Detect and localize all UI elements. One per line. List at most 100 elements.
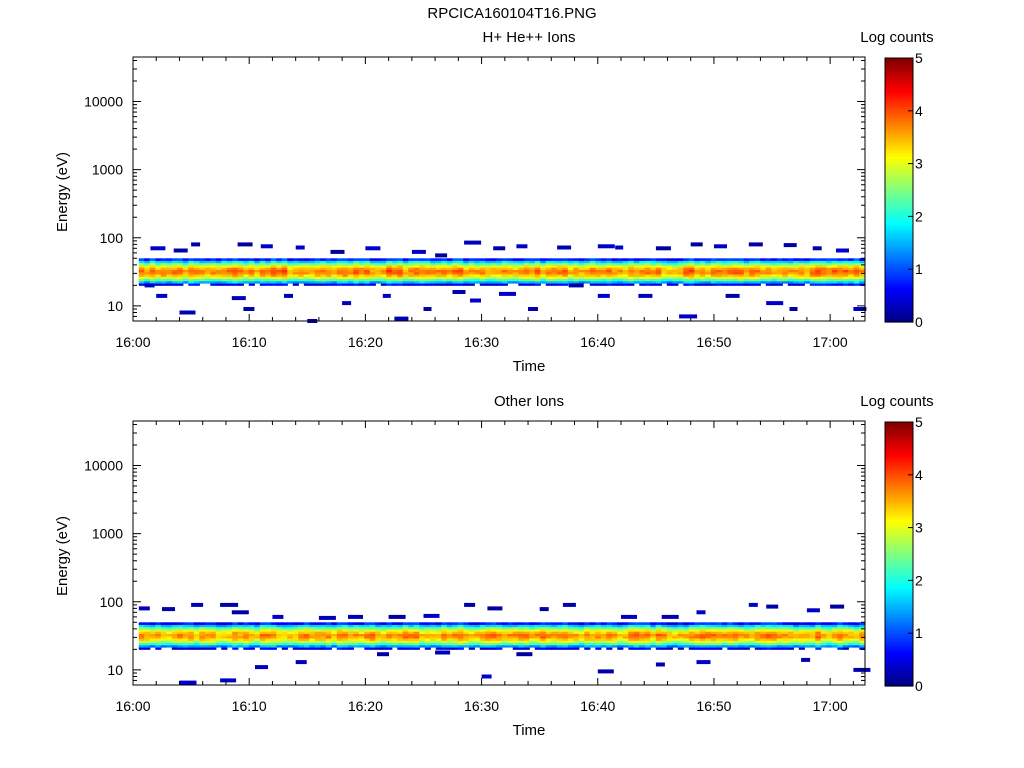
band-cell: [573, 267, 580, 270]
band-cell: [166, 633, 173, 637]
band-cell: [540, 644, 547, 648]
band-cell: [182, 642, 189, 646]
colorbar-segment: [885, 311, 913, 315]
band-cell: [463, 622, 470, 625]
colorbar-segment: [885, 443, 913, 447]
band-cell: [358, 635, 365, 639]
band-cell: [694, 258, 701, 261]
band-cell: [595, 276, 602, 279]
band-cell: [677, 640, 684, 643]
band-cell: [226, 267, 233, 270]
band-cell: [677, 274, 684, 277]
band-cell: [226, 283, 233, 286]
band-cell: [375, 258, 382, 261]
band-cell: [809, 271, 816, 275]
band-cell: [655, 622, 662, 625]
band-cell: [435, 258, 442, 261]
band-cell: [457, 258, 464, 261]
band-cell: [859, 267, 866, 270]
band-cell: [177, 624, 184, 628]
band-cell: [325, 276, 332, 279]
band-cell: [716, 640, 723, 643]
band-cell: [270, 260, 277, 264]
band-cell: [226, 631, 233, 634]
band-cell: [314, 271, 321, 275]
band-cell: [325, 265, 332, 268]
colorbar-segment: [885, 277, 913, 281]
colorbar-segment: [885, 456, 913, 460]
band-cell: [232, 267, 239, 270]
band-cell: [292, 276, 299, 279]
band-cell: [562, 276, 569, 279]
band-cell: [204, 622, 211, 625]
band-cell: [639, 644, 646, 648]
band-cell: [226, 271, 233, 275]
band-cell: [798, 624, 805, 628]
band-cell: [204, 260, 211, 264]
band-cell: [820, 260, 827, 264]
band-cell: [386, 635, 393, 639]
band-cell: [562, 283, 569, 286]
band-cell: [683, 640, 690, 643]
band-cell: [369, 271, 376, 275]
band-cell: [732, 622, 739, 625]
band-cell: [144, 631, 151, 634]
band-cell: [831, 276, 838, 279]
colorbar-segment: [885, 440, 913, 444]
band-cell: [474, 631, 481, 634]
band-cell: [210, 265, 217, 268]
band-cell: [452, 622, 459, 625]
band-cell: [578, 265, 585, 268]
band-cell: [754, 633, 761, 637]
band-cell: [496, 644, 503, 648]
band-cell: [859, 283, 866, 286]
band-cell: [831, 280, 838, 284]
band-cell: [633, 635, 640, 639]
band-cell: [633, 274, 640, 277]
band-cell: [859, 626, 866, 630]
band-cell: [699, 631, 706, 634]
band-cell: [171, 624, 178, 628]
band-cell: [298, 622, 305, 625]
band-cell: [611, 626, 618, 630]
band-cell: [391, 638, 398, 641]
band-cell: [820, 644, 827, 648]
band-cell: [226, 260, 233, 264]
band-cell: [765, 629, 772, 632]
band-cell: [732, 267, 739, 270]
band-cell: [529, 283, 536, 286]
band-cell: [848, 633, 855, 637]
band-cell: [749, 633, 756, 637]
band-cell: [177, 267, 184, 270]
band-cell: [710, 635, 717, 639]
band-cell: [336, 624, 343, 628]
band-cell: [771, 265, 778, 268]
count-pixel: [231, 610, 249, 615]
band-cell: [468, 265, 475, 268]
band-cell: [688, 626, 695, 630]
band-cell: [138, 278, 145, 282]
band-cell: [826, 644, 833, 648]
band-cell: [320, 260, 327, 264]
band-cell: [529, 644, 536, 648]
band-cell: [644, 258, 651, 261]
band-cell: [732, 642, 739, 646]
band-cell: [721, 644, 728, 648]
band-cell: [424, 633, 431, 637]
band-cell: [391, 280, 398, 284]
band-cell: [347, 638, 354, 641]
band-cell: [760, 631, 767, 634]
band-cell: [468, 633, 475, 637]
band-cell: [545, 271, 552, 275]
count-pixel: [597, 293, 610, 298]
band-cell: [468, 624, 475, 628]
band-cell: [386, 269, 393, 273]
band-cell: [496, 269, 503, 273]
band-cell: [215, 271, 222, 275]
band-cell: [595, 274, 602, 277]
band-cell: [787, 622, 794, 625]
band-cell: [633, 626, 640, 630]
band-cell: [160, 267, 167, 270]
band-cell: [325, 638, 332, 641]
band-cell: [743, 271, 750, 275]
